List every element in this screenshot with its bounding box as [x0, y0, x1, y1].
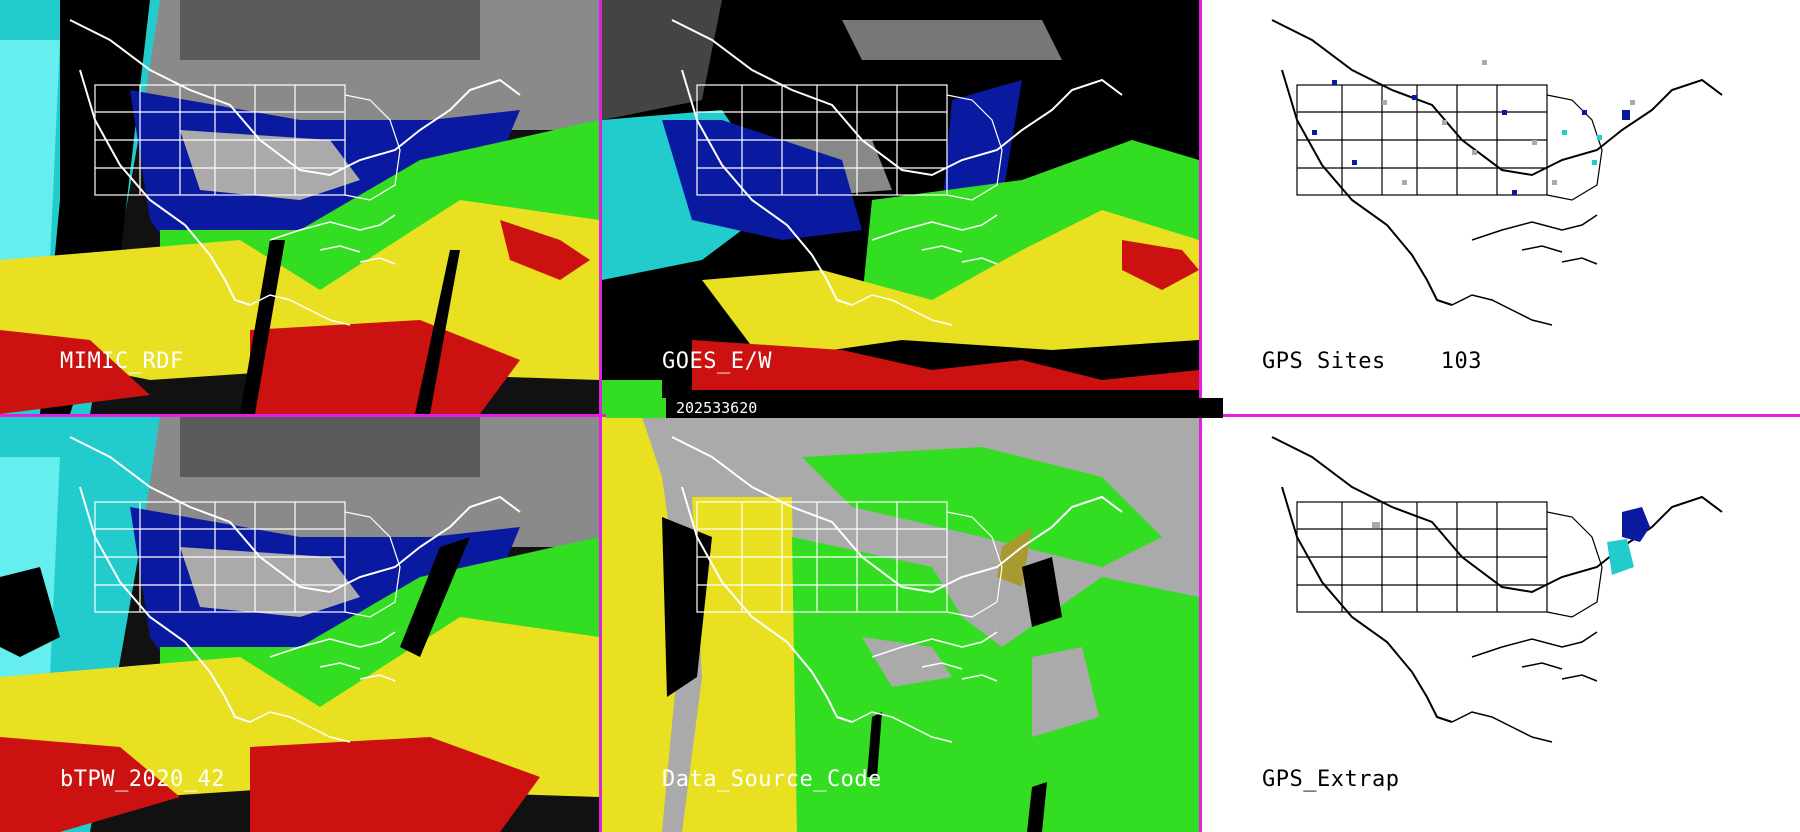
- gps-sites-map: [1202, 0, 1800, 414]
- timestamp-bar: 202533620: [606, 398, 1223, 418]
- panel-gps-extrap: GPS_Extrap: [1202, 417, 1800, 832]
- data-source-map: [602, 417, 1199, 832]
- panel-label: bTPW_2020_42: [60, 767, 225, 792]
- timestamp-text: 202533620: [676, 399, 758, 417]
- panel-btpw: bTPW_2020_42: [0, 417, 599, 832]
- panel-label: GOES_E/W: [662, 349, 772, 374]
- gps-site-markers: [1312, 60, 1635, 195]
- goes-map: [602, 0, 1199, 414]
- panel-label: MIMIC_RDF: [60, 349, 184, 374]
- panel-data-source: Data_Source_Code: [602, 417, 1199, 832]
- gps-extrap-map: [1202, 417, 1800, 832]
- mimic-map: [0, 0, 599, 414]
- gps-sites-label: GPS Sites: [1262, 349, 1386, 374]
- timestamp-swatch: [606, 398, 666, 418]
- panel-gps-sites: GPS Sites 103: [1202, 0, 1800, 414]
- gps-sites-count: 103: [1440, 349, 1482, 374]
- btpw-map: [0, 417, 599, 832]
- panel-label: Data_Source_Code: [662, 767, 882, 792]
- panel-label: GPS_Extrap: [1262, 767, 1400, 792]
- panel-mimic-rdf: MIMIC_RDF: [0, 0, 599, 414]
- panel-label: GPS Sites 103: [1262, 349, 1482, 374]
- panel-goes: GOES_E/W: [602, 0, 1199, 414]
